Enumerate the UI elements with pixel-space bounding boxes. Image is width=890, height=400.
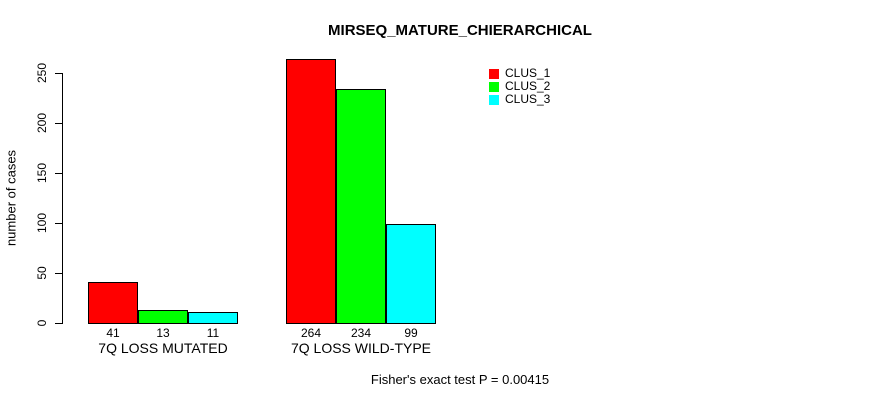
legend-row: CLUS_2 xyxy=(489,80,550,93)
legend-row: CLUS_1 xyxy=(489,67,550,80)
bar-clus_3-1 xyxy=(188,312,238,324)
y-axis-tick-label: 0 xyxy=(35,319,49,327)
bar-clus_1-1 xyxy=(88,282,138,324)
stat-annotation: Fisher's exact test P = 0.00415 xyxy=(370,372,550,387)
bar-value-label: 234 xyxy=(350,326,372,340)
legend-label: CLUS_3 xyxy=(505,92,551,106)
bar-clus_2-1 xyxy=(138,310,188,324)
legend-row: CLUS_3 xyxy=(489,93,550,106)
bar-clus_2-2 xyxy=(336,89,386,324)
y-axis-tick-label: 100 xyxy=(35,212,49,234)
legend-label: CLUS_2 xyxy=(505,79,551,93)
legend-swatch-clus_1 xyxy=(489,68,499,79)
bar-value-label: 264 xyxy=(300,326,322,340)
y-axis-tick-label: 200 xyxy=(35,112,49,134)
chart-title: MIRSEQ_MATURE_CHIERARCHICAL xyxy=(328,22,592,39)
bar-clus_1-2 xyxy=(286,59,336,324)
bar-value-label: 41 xyxy=(106,326,120,340)
y-axis-tick-label: 50 xyxy=(35,266,49,280)
y-axis-tick-label: 250 xyxy=(35,62,49,84)
bar-value-label: 11 xyxy=(206,326,220,340)
legend-label: CLUS_1 xyxy=(505,66,551,80)
y-axis-tick-label: 150 xyxy=(35,162,49,184)
legend-swatch-clus_2 xyxy=(489,81,499,92)
y-axis-tick xyxy=(55,273,62,274)
y-axis-tick xyxy=(55,123,62,124)
y-axis-tick xyxy=(55,173,62,174)
y-axis-tick xyxy=(55,323,62,324)
y-axis-tick xyxy=(55,73,62,74)
y-axis-line xyxy=(62,73,63,324)
bar-clus_3-2 xyxy=(386,224,436,324)
category-label: 7Q LOSS WILD-TYPE xyxy=(290,340,432,356)
y-axis-title: number of cases xyxy=(3,149,19,247)
category-label: 7Q LOSS MUTATED xyxy=(98,340,228,356)
bar-value-label: 13 xyxy=(156,326,170,340)
bar-value-label: 99 xyxy=(404,326,418,340)
y-axis-tick xyxy=(55,223,62,224)
legend-swatch-clus_3 xyxy=(489,94,499,105)
legend: CLUS_1 CLUS_2 CLUS_3 xyxy=(489,67,550,106)
